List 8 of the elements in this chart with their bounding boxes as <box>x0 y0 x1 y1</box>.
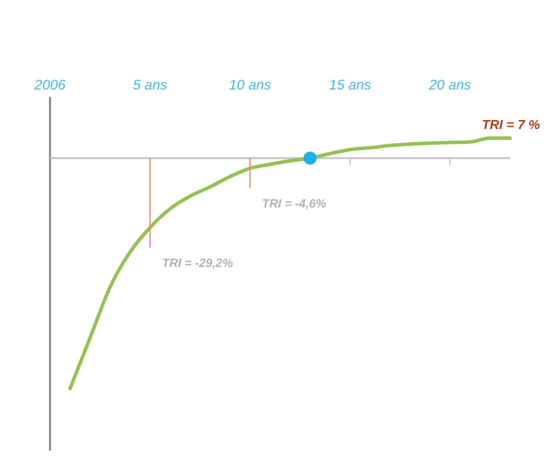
x-tick-label: 10 ans <box>228 76 272 92</box>
x-tick-label: 2006 <box>33 76 66 92</box>
x-tick-label: 5 ans <box>132 76 168 92</box>
annotation: TRI = 7 % <box>482 117 540 132</box>
x-tick-label: 20 ans <box>428 76 472 92</box>
x-tick-label: 15 ans <box>328 76 372 92</box>
annotation: TRI = -29,2% <box>162 256 234 270</box>
annotation: TRI = -4,6% <box>262 196 327 211</box>
